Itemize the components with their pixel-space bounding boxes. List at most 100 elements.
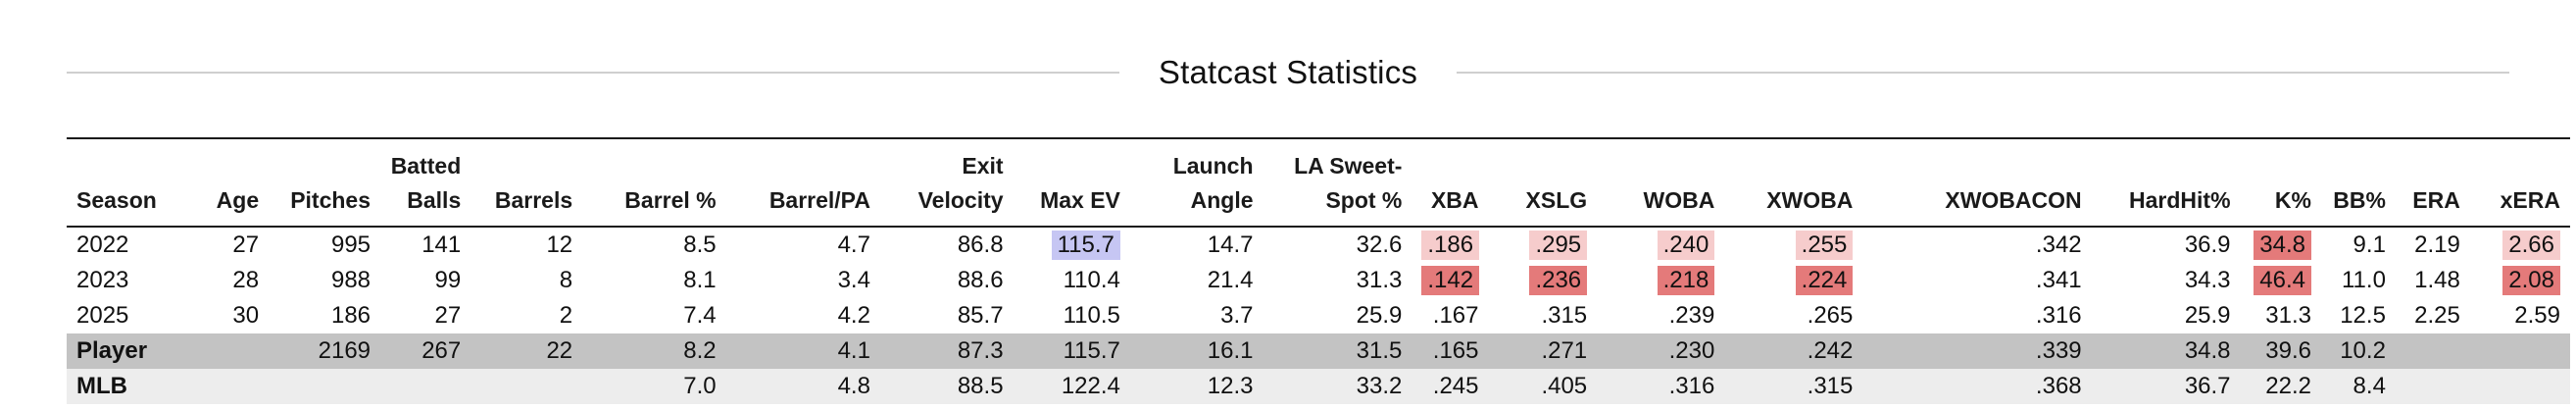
cell-xslg: .295 [1489,227,1598,263]
cell-age [194,369,270,404]
highlighted-value: .186 [1421,231,1480,260]
cell-season: MLB [67,369,195,404]
column-header-max-ev[interactable]: Max EV [1013,139,1130,228]
column-header-bb-pct[interactable]: BB% [2320,139,2396,228]
cell-xba: .165 [1412,333,1489,369]
cell-la-sweet-spot: 32.6 [1356,231,1403,258]
cell-exit-velocity: 87.3 [879,333,1014,369]
cell-xera: 2.08 [2470,263,2570,298]
cell-pitches [269,369,381,404]
cell-woba: .230 [1597,333,1725,369]
column-header-la-sweet-spot[interactable]: LA Sweet-Spot % [1263,139,1412,228]
highlighted-value: 115.7 [1051,231,1120,260]
column-header-barrel-pa[interactable]: Barrel/PA [725,139,880,228]
cell-era [2395,333,2470,369]
cell-launch-angle: 3.7 [1220,302,1254,329]
column-header-age[interactable]: Age [194,139,270,228]
cell-launch-angle: 12.3 [1129,369,1263,404]
cell-age [194,333,270,369]
highlighted-value: .224 [1795,266,1854,295]
cell-xba: .142 [1412,263,1488,298]
cell-barrel-pct: 8.2 [582,333,726,369]
cell-era [2395,369,2470,404]
cell-xera: 2.66 [2470,227,2570,263]
cell-bb-pct: 10.2 [2320,333,2396,369]
cell-xwobacon: .342 [2035,231,2082,258]
player-summary-row: Player 2169 267 22 8.2 4.1 87.3 115.7 16.1 31.5.1… [67,333,2570,369]
cell-age: 28 [232,267,260,293]
cell-la-sweet-spot: 33.2 [1263,369,1412,404]
cell-pitches: 186 [330,302,372,329]
statcast-table: Season Age Pitches Batted Balls Barrels Barre… [67,139,2570,404]
cell-xba: .245 [1412,369,1489,404]
cell-k-pct: 22.2 [2240,369,2321,404]
cell-xwobacon: .316 [2035,302,2082,329]
cell-k-pct: 46.4 [2241,263,2321,298]
cell-xslg: .236 [1489,263,1598,298]
cell-barrels: 12 [546,231,573,258]
cell-bb-pct: 8.4 [2320,369,2396,404]
cell-max-ev: 110.5 [1063,302,1120,329]
column-header-launch-angle[interactable]: Launch Angle [1129,139,1263,228]
column-header-xwobacon[interactable]: XWOBACON [1862,139,2092,228]
column-header-xba[interactable]: XBA [1412,139,1489,228]
cell-bb-pct: 12.5 [2340,302,2386,329]
cell-season: 2023 [76,267,129,293]
highlighted-value: 2.66 [2502,231,2560,260]
cell-max-ev: 122.4 [1013,369,1130,404]
cell-woba: .218 [1597,263,1724,298]
highlighted-value: 34.8 [2254,231,2311,260]
cell-hardhit: 25.9 [2184,302,2231,329]
cell-age: 27 [232,231,260,258]
column-header-woba[interactable]: WOBA [1597,139,1725,228]
cell-barrel-pa: 4.1 [725,333,880,369]
cell-xslg: .405 [1488,369,1598,404]
column-header-batted-balls[interactable]: Batted Balls [380,139,471,228]
cell-xera: 2.59 [2514,302,2560,329]
column-header-xslg[interactable]: XSLG [1488,139,1598,228]
column-header-season[interactable]: Season [67,139,195,228]
column-header-era[interactable]: ERA [2395,139,2470,228]
cell-la-sweet-spot: 31.3 [1356,267,1403,293]
highlighted-value: .240 [1657,231,1715,260]
cell-launch-angle: 14.7 [1207,231,1254,258]
cell-batted-balls: 99 [434,267,462,293]
column-header-xwoba[interactable]: XWOBA [1724,139,1863,228]
table-header-row: Season Age Pitches Batted Balls Barrels Barre… [67,139,2570,228]
cell-exit-velocity: 86.8 [957,231,1004,258]
column-header-k-pct[interactable]: K% [2240,139,2321,228]
cell-batted-balls [380,369,471,404]
cell-xslg: .315 [1541,302,1588,329]
cell-barrel-pa: 4.7 [837,231,870,258]
cell-xwobacon: .368 [1862,369,2092,404]
highlighted-value: .218 [1657,266,1715,295]
cell-barrels: 2 [559,302,573,329]
cell-bb-pct: 9.1 [2353,231,2386,258]
column-header-pitches[interactable]: Pitches [269,139,381,228]
cell-pitches: 988 [330,267,372,293]
column-header-barrel-pct[interactable]: Barrel % [582,139,726,228]
cell-era: 1.48 [2414,267,2460,293]
cell-exit-velocity: 88.5 [879,369,1014,404]
cell-hardhit: 34.8 [2091,333,2241,369]
cell-xwobacon: .339 [1862,333,2092,369]
cell-la-sweet-spot: 31.5 [1263,333,1412,369]
cell-hardhit: 36.7 [2091,369,2241,404]
cell-barrels [471,369,583,404]
highlighted-value: .142 [1421,266,1480,295]
cell-barrel-pct: 7.4 [683,302,717,329]
column-header-exit-velocity[interactable]: Exit Velocity [879,139,1014,228]
cell-barrel-pa: 4.2 [837,302,870,329]
cell-hardhit: 34.3 [2184,267,2231,293]
column-header-xera[interactable]: xERA [2469,139,2570,228]
column-header-hardhit[interactable]: HardHit% [2091,139,2241,228]
cell-k-pct: 31.3 [2265,302,2311,329]
cell-max-ev: 110.4 [1063,267,1120,293]
cell-launch-angle: 21.4 [1207,267,1254,293]
cell-barrel-pa: 3.4 [837,267,870,293]
statcast-section-header: Statcast Statistics [67,47,2510,98]
column-header-barrels[interactable]: Barrels [471,139,583,228]
cell-xwoba: .224 [1724,263,1862,298]
cell-woba: .240 [1597,227,1724,263]
cell-la-sweet-spot: 25.9 [1356,302,1403,329]
